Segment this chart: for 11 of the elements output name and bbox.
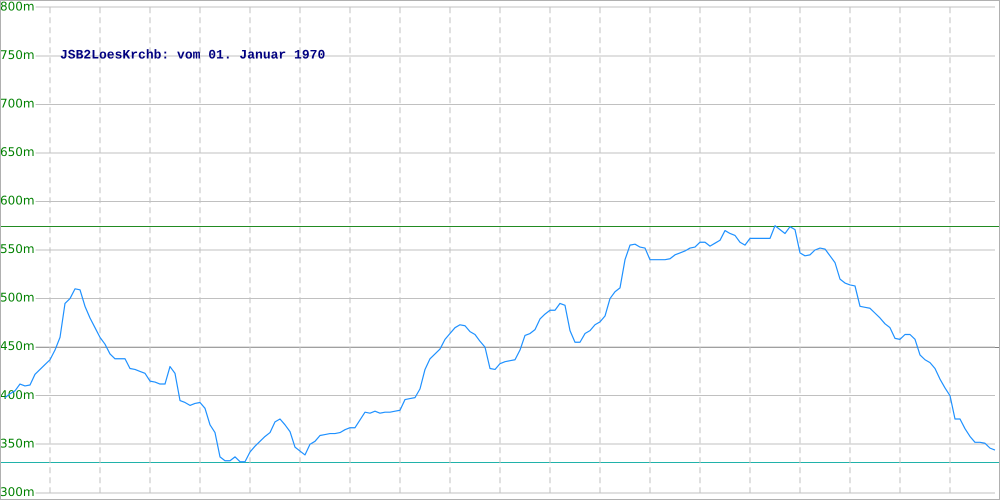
- y-tick-label: 350m: [0, 436, 35, 450]
- y-tick-label: 800m: [0, 0, 35, 14]
- y-tick-label: 650m: [0, 145, 35, 160]
- y-tick-label: 300m: [0, 484, 35, 499]
- text: JSB2LoesKrchb: vom 01. Januar 1970: [60, 47, 326, 62]
- y-tick-label: 500m: [0, 290, 35, 305]
- y-tick-label: 750m: [0, 48, 35, 62]
- y-tick-label: 600m: [0, 194, 35, 208]
- y-tick-label: 550m: [0, 242, 35, 256]
- y-tick-label: 700m: [0, 96, 35, 110]
- y-tick-label: 450m: [0, 339, 35, 354]
